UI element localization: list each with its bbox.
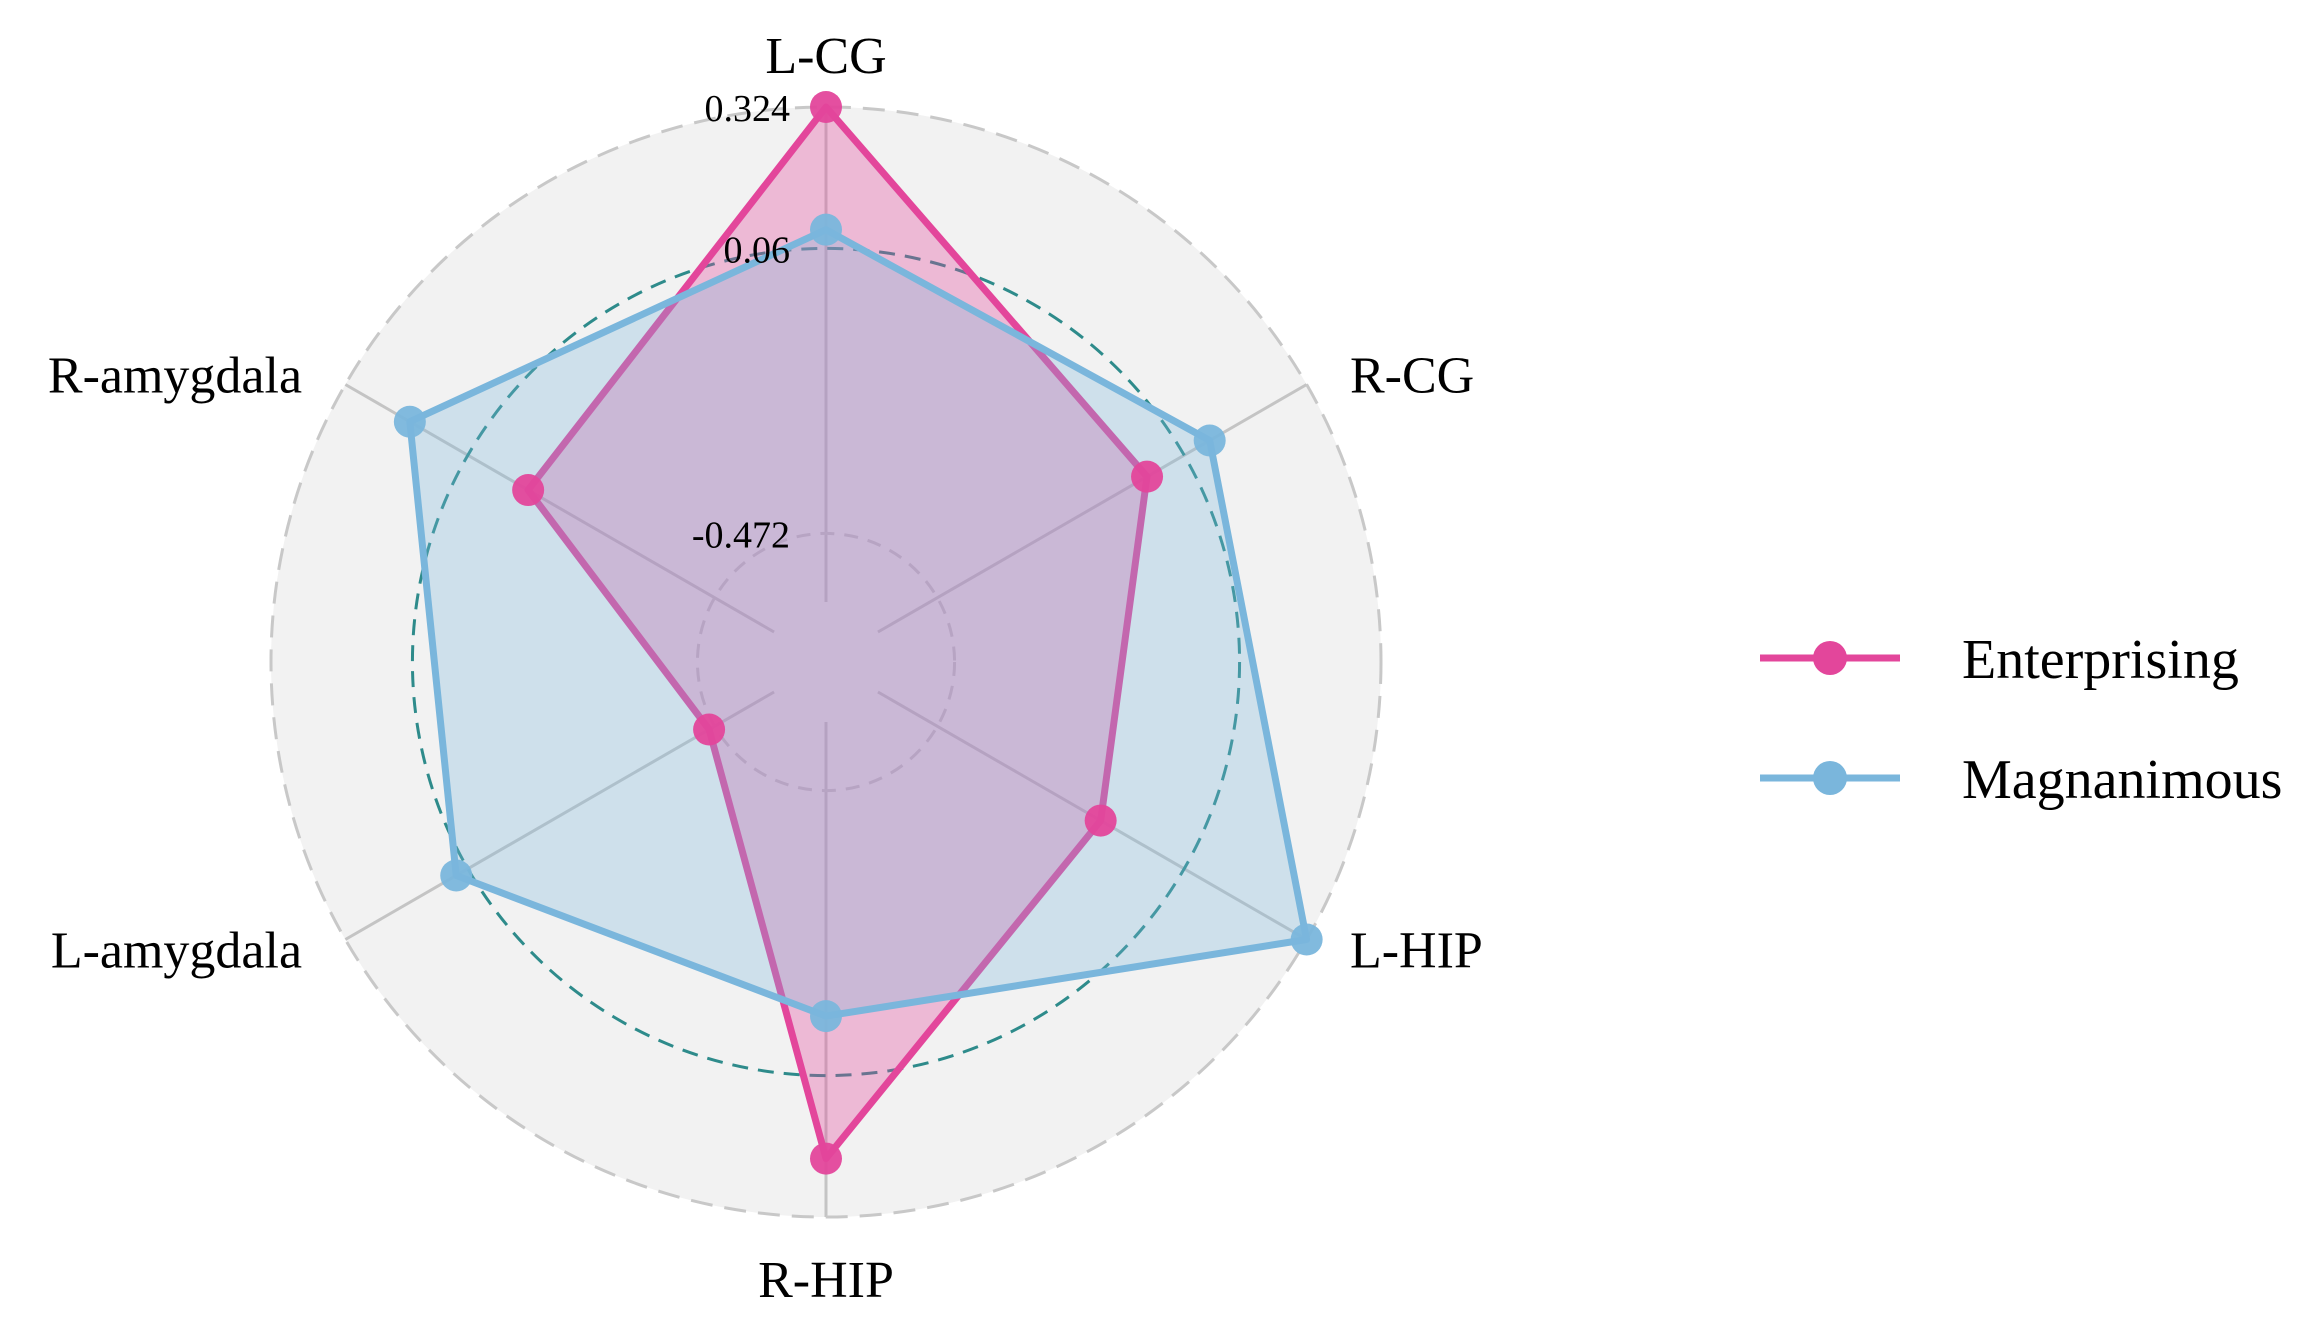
tick-label-mid: 0.06 <box>724 229 791 271</box>
data-point-magnanimous-l-cg <box>810 213 842 246</box>
axis-label-l-hip: L-HIP <box>1350 923 1483 980</box>
axis-label-l-cg: L-CG <box>765 28 886 85</box>
radar-ring-inner <box>695 531 957 793</box>
radar-spoke-r-cg <box>877 383 1308 634</box>
data-point-magnanimous-r-hip <box>810 1000 842 1033</box>
data-point-magnanimous-l-hip <box>1290 923 1323 956</box>
legend-label-magnanimous: Magnanimous <box>1962 749 2282 811</box>
tick-label-inner: -0.472 <box>692 514 790 556</box>
data-point-enterprising-r-hip <box>810 1142 842 1175</box>
data-point-magnanimous-l-amygdala <box>440 859 473 892</box>
axis-label-r-cg: R-CG <box>1350 348 1474 405</box>
tick-label-outer: 0.324 <box>705 88 791 130</box>
legend-marker-magnanimous <box>1813 761 1847 795</box>
axis-label-r-hip: R-HIP <box>758 1252 894 1309</box>
legend: Enterprising Magnanimous <box>1760 629 2282 811</box>
series-area-enterprising <box>528 107 1147 1159</box>
data-point-enterprising-l-amygdala <box>693 713 726 746</box>
radar-ring-mid <box>410 246 1242 1078</box>
series-area-magnanimous <box>409 229 1307 1017</box>
data-point-enterprising-r-cg <box>1131 460 1164 493</box>
radar-labels: 0.324 0.06 -0.472 L-CG R-CG L-HIP R-HIP L-amygd… <box>48 28 1483 1309</box>
radar-ring-outer <box>269 105 1383 1219</box>
legend-label-enterprising: Enterprising <box>1962 629 2239 691</box>
data-point-enterprising-r-amygdala <box>512 474 545 507</box>
axis-label-r-amygdala: R-amygdala <box>48 348 302 405</box>
data-point-magnanimous-r-amygdala <box>393 405 426 438</box>
radar-series <box>393 91 1323 1175</box>
data-point-enterprising-l-hip <box>1084 804 1117 837</box>
axis-label-l-amygdala: L-amygdala <box>51 923 302 980</box>
legend-marker-enterprising <box>1813 641 1847 675</box>
data-point-enterprising-l-cg <box>810 91 842 123</box>
data-point-magnanimous-r-cg <box>1193 424 1226 457</box>
